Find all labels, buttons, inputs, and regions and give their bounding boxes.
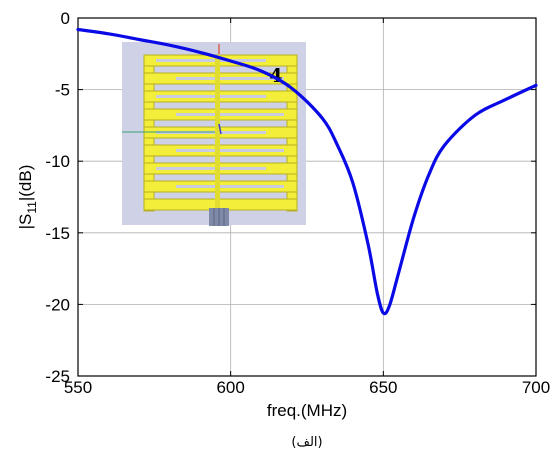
x-tick-label: 650	[369, 378, 397, 397]
figure-caption: (الف)	[291, 435, 322, 450]
y-tick-label: -10	[45, 152, 70, 171]
x-axis-label: freq.(MHz)	[267, 401, 347, 420]
y-axis-label-sub: 11	[25, 201, 39, 214]
y-tick-label: 0	[61, 9, 70, 28]
x-tick-label: 600	[216, 378, 244, 397]
x-tick-label: 550	[64, 378, 92, 397]
y-tick-label: -15	[45, 224, 70, 243]
y-axis-label-base: |S	[16, 214, 35, 230]
y-tick-label: -20	[45, 295, 70, 314]
s11-series-line	[76, 27, 538, 316]
plot-frame	[77, 17, 537, 377]
y-tick-label: -25	[45, 367, 70, 386]
y-tick-label: -5	[55, 81, 70, 100]
antenna-inset-image: 4	[122, 42, 306, 226]
axis-ticks: 550 600 650 700 0 -5 -10 -15 -20 -25	[45, 9, 550, 397]
y-axis-label-tail: |(dB)	[16, 165, 35, 202]
y-axis-label: |S11|(dB)	[16, 165, 39, 230]
x-tick-label: 700	[522, 378, 550, 397]
